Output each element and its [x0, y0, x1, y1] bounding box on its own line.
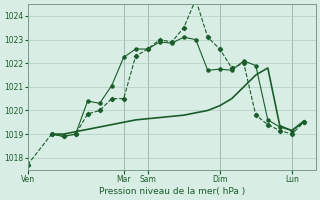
X-axis label: Pression niveau de la mer( hPa ): Pression niveau de la mer( hPa ) — [99, 187, 245, 196]
